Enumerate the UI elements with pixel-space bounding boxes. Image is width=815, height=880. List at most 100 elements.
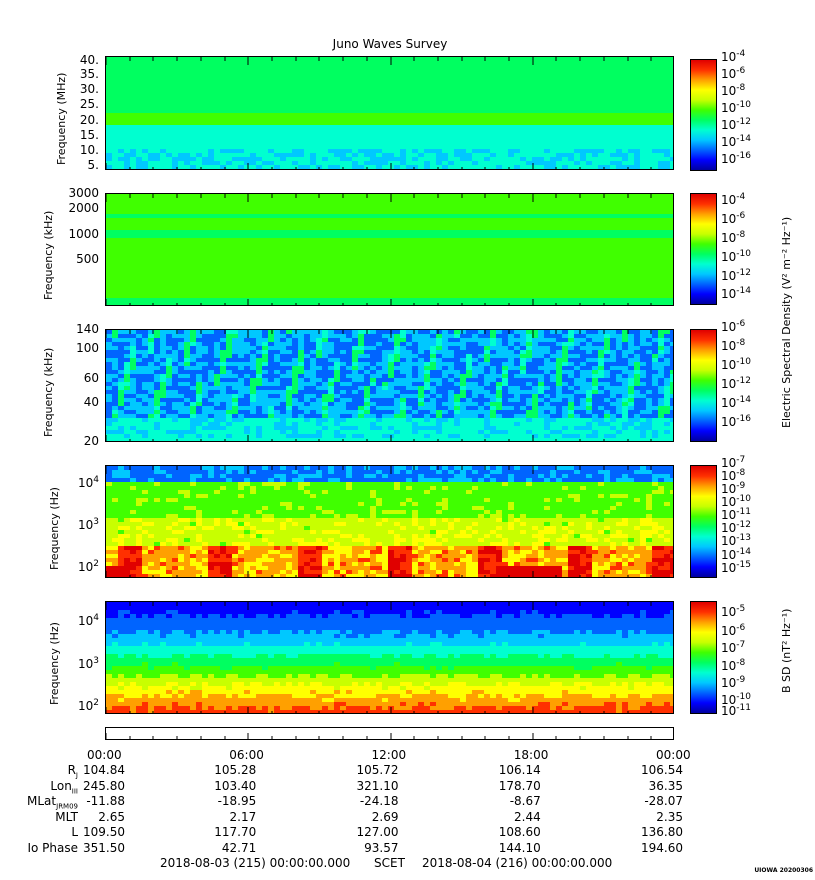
ephemeris-row-label: MLT — [55, 809, 78, 824]
ephemeris-value: -24.18 — [359, 794, 399, 808]
y-tick-label: 10. — [79, 143, 99, 157]
y-tick-label: 102 — [77, 559, 99, 574]
ephemeris-row-label: L — [71, 825, 78, 839]
ephemeris-value: -28.07 — [644, 794, 683, 808]
colorbar-tick-label: 10-16 — [721, 414, 751, 429]
spectrogram-panel-5 — [105, 601, 674, 714]
ephemeris-value: 2.65 — [98, 809, 125, 824]
ephemeris-value: 104.84 — [83, 763, 125, 777]
y-tick-label: 1000 — [68, 227, 99, 241]
spectrogram-image-3 — [106, 330, 673, 441]
colorbar-tick-label: 10-6 — [721, 623, 746, 638]
y-tick-label: 20. — [79, 113, 99, 127]
y-tick-label: 103 — [77, 517, 99, 532]
colorbar-tick-label: 10-10 — [721, 494, 751, 509]
colorbar-label-electric: Electric Spectral Density (V² m⁻² Hz⁻¹) — [780, 216, 793, 428]
colorbar-tick-label: 10-12 — [721, 376, 751, 391]
footer-start-time: 2018-08-03 (215) 00:00:00.000 — [160, 856, 351, 870]
y-tick-label: 104 — [77, 613, 99, 628]
colorbar-tick-label: 10-8 — [721, 468, 746, 483]
ephemeris-value: 103.40 — [214, 778, 257, 793]
ephemeris-value: 105.28 — [214, 763, 257, 777]
ephemeris-value: -11.88 — [86, 794, 125, 808]
ephemeris-value: 321.10 — [356, 778, 399, 793]
y-tick-label: 35. — [79, 67, 99, 81]
y-tick-label: 5. — [87, 158, 99, 172]
colorbar-tick-label: 10-12 — [721, 117, 751, 132]
ephemeris-value: 136.80 — [641, 825, 683, 839]
y-tick-label: 15. — [79, 128, 99, 142]
footer-scet: SCET — [374, 856, 405, 870]
spectrogram-panel-4 — [105, 465, 674, 578]
ephemeris-value: 105.72 — [356, 763, 399, 777]
time-axis-ticks — [106, 733, 652, 739]
spectrogram-image-5 — [106, 602, 673, 713]
ephemeris-value: 2.17 — [229, 809, 257, 824]
colorbar-tick-label: 10-9 — [721, 481, 746, 496]
y-axis-label: Frequency (kHz) — [42, 347, 55, 437]
y-tick-label: 3000 — [68, 186, 99, 200]
ephemeris-value: 106.14 — [498, 763, 541, 777]
time-tick-label: 18:00 — [513, 748, 549, 762]
ephemeris-value: 108.60 — [498, 825, 541, 839]
colorbar-5 — [690, 601, 717, 714]
y-tick-label: 20 — [83, 434, 99, 448]
ephemeris-value: 144.10 — [498, 840, 541, 855]
y-axis-label: Frequency (kHz) — [42, 210, 55, 300]
colorbar-tick-label: 10-15 — [721, 560, 751, 575]
ephemeris-value: 2.44 — [514, 809, 541, 824]
time-tick-label: 00:00 — [87, 748, 122, 762]
y-axis-label: Frequency (MHz) — [55, 72, 68, 165]
ephemeris-value: 93.57 — [364, 840, 399, 855]
y-tick-label: 100 — [76, 341, 99, 355]
y-tick-label: 104 — [77, 475, 99, 490]
y-tick-label: 2000 — [68, 201, 99, 215]
version-stamp: UIOWA 20200306 — [754, 867, 813, 874]
ephemeris-value: -18.95 — [217, 794, 257, 808]
y-tick-label: 40 — [83, 395, 99, 409]
colorbar-4 — [690, 465, 717, 578]
y-tick-label: 140 — [76, 322, 99, 336]
time-tick-label: 06:00 — [229, 748, 264, 762]
spectrogram-panel-2 — [105, 193, 674, 306]
colorbar-tick-label: 10-16 — [721, 151, 751, 166]
colorbar-tick-label: 10-6 — [721, 66, 746, 81]
colorbar-tick-label: 10-5 — [721, 604, 746, 619]
ephemeris-value: 42.71 — [221, 840, 257, 855]
colorbar-tick-label: 10-4 — [721, 192, 746, 207]
colorbar-tick-label: 10-11 — [721, 507, 751, 522]
time-tick-label: 12:00 — [371, 748, 407, 762]
ephemeris-value: 2.35 — [656, 809, 683, 824]
ephemeris-value: 245.80 — [83, 778, 125, 793]
ephemeris-value: -8.67 — [509, 794, 541, 808]
ephemeris-row-label: Io Phase — [27, 840, 78, 855]
footer-end-time: 2018-08-04 (216) 00:00:00.000 — [422, 856, 613, 870]
colorbar-tick-label: 10-14 — [721, 395, 751, 410]
y-tick-label: 60 — [83, 371, 99, 385]
ephemeris-row-label: RJ — [67, 763, 78, 780]
spectrogram-image-4 — [106, 466, 673, 577]
colorbar-tick-label: 10-6 — [721, 211, 746, 226]
ephemeris-value: 178.70 — [498, 778, 541, 793]
ephemeris-value: 127.00 — [356, 825, 399, 839]
colorbar-tick-label: 10-12 — [721, 268, 751, 283]
chart-title: Juno Waves Survey — [332, 37, 448, 51]
colorbar-tick-label: 10-13 — [721, 533, 751, 548]
colorbar-tick-label: 10-14 — [721, 286, 751, 301]
colorbar-tick-label: 10-11 — [721, 703, 751, 718]
colorbar-tick-label: 10-14 — [721, 134, 751, 149]
y-tick-label: 40. — [79, 53, 99, 67]
ephemeris-value: 2.69 — [371, 809, 399, 824]
colorbar-tick-label: 10-8 — [721, 338, 746, 353]
colorbar-tick-label: 10-7 — [721, 640, 746, 655]
colorbar-tick-label: 10-8 — [721, 83, 746, 98]
colorbar-1 — [690, 59, 717, 171]
spectrogram-panel-3 — [105, 329, 674, 442]
colorbar-tick-label: 10-9 — [721, 675, 746, 690]
y-axis-label: Frequency (Hz) — [48, 622, 61, 705]
spectrogram-image-2 — [106, 194, 673, 305]
colorbar-tick-label: 10-6 — [721, 319, 746, 334]
colorbar-tick-label: 10-12 — [721, 520, 751, 535]
colorbar-tick-label: 10-10 — [721, 692, 751, 707]
colorbar-tick-label: 10-8 — [721, 658, 746, 673]
